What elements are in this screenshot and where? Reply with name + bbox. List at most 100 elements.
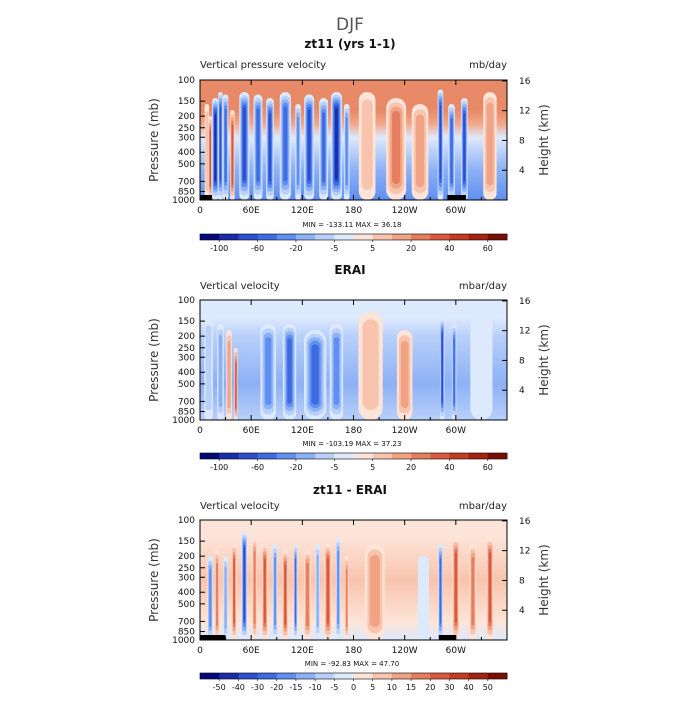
stats-text: MIN = -103.19 MAX = 37.23 bbox=[303, 440, 402, 448]
contour-band bbox=[283, 106, 288, 182]
x-tick-label: 0 bbox=[197, 646, 203, 656]
colorbar-frame bbox=[199, 233, 508, 241]
contour-band bbox=[471, 556, 475, 626]
x-tick-label: 0 bbox=[197, 426, 203, 436]
colorbar-label: -30 bbox=[251, 683, 264, 692]
contour-band bbox=[454, 552, 457, 623]
contour-band bbox=[214, 114, 217, 181]
colorbar-swatch bbox=[372, 453, 393, 459]
colorbar-swatch bbox=[449, 453, 470, 459]
colorbar-label: -5 bbox=[330, 244, 338, 253]
contour-band bbox=[450, 118, 453, 184]
colorbar-label: -100 bbox=[210, 463, 228, 472]
colorbar-label: -60 bbox=[251, 463, 264, 472]
x-tick-label: 60E bbox=[243, 206, 260, 216]
contour-field bbox=[200, 300, 507, 420]
contour-band bbox=[417, 556, 429, 640]
colorbar-swatch bbox=[238, 234, 258, 240]
colorbar-swatch bbox=[391, 453, 412, 459]
x-tick-label: 120W bbox=[392, 646, 418, 656]
contour-field bbox=[200, 80, 507, 200]
colorbar-swatch bbox=[315, 453, 335, 459]
contour-band bbox=[362, 319, 379, 410]
colorbar-swatch bbox=[487, 673, 508, 679]
x-tick-label: 180 bbox=[345, 646, 362, 656]
contour-band bbox=[486, 102, 494, 186]
x-tick-label: 180 bbox=[345, 426, 362, 436]
contour-band bbox=[205, 111, 209, 192]
contour-band bbox=[294, 558, 297, 624]
colorbar-label: -5 bbox=[330, 463, 338, 472]
colorbar-label: 40 bbox=[464, 683, 474, 692]
contour-band bbox=[227, 340, 231, 409]
contour-band bbox=[333, 336, 340, 406]
colorbar-swatch bbox=[353, 673, 374, 679]
colorbar-label: 5 bbox=[370, 244, 375, 253]
y-axis-title-right: Height (km) bbox=[537, 324, 551, 395]
colorbar-label: -40 bbox=[232, 683, 245, 692]
contour-band bbox=[253, 550, 256, 624]
contour-band bbox=[488, 552, 492, 623]
panel-variable-label: Vertical velocity bbox=[200, 281, 280, 292]
y-tick-label: 200 bbox=[178, 112, 195, 122]
colorbar-label: -20 bbox=[289, 463, 302, 472]
y-tick-label: 1000 bbox=[172, 636, 195, 646]
contour-field bbox=[200, 520, 507, 640]
y-tick-label: 700 bbox=[178, 177, 195, 187]
y-tick-label: 500 bbox=[178, 160, 195, 170]
contour-band bbox=[242, 107, 246, 181]
contour-band bbox=[439, 558, 442, 624]
contour-band bbox=[205, 325, 212, 411]
panel-variable-label: Vertical velocity bbox=[200, 501, 280, 512]
panel-units-label: mbar/day bbox=[459, 501, 507, 512]
stats-text: MIN = -133.11 MAX = 36.18 bbox=[303, 221, 402, 229]
y-tick-label: 100 bbox=[178, 76, 195, 86]
y-tick-label: 200 bbox=[178, 552, 195, 562]
colorbar-swatch bbox=[257, 234, 278, 240]
colorbar-swatch bbox=[449, 234, 470, 240]
figure-title: DJF bbox=[336, 15, 364, 35]
contour-band bbox=[243, 547, 246, 621]
y-tick-label: 1000 bbox=[172, 416, 195, 426]
contour-band bbox=[337, 550, 340, 624]
colorbar-swatch bbox=[315, 234, 335, 240]
y-axis-title: Pressure (mb) bbox=[147, 318, 161, 402]
topography-mask bbox=[200, 635, 226, 640]
colorbar-swatch bbox=[353, 453, 374, 459]
height-tick-label: 8 bbox=[519, 356, 525, 366]
x-tick-label: 60W bbox=[446, 646, 466, 656]
contour-band bbox=[219, 107, 222, 181]
contour-band bbox=[326, 558, 330, 624]
x-tick-label: 0 bbox=[197, 206, 203, 216]
x-tick-label: 120W bbox=[392, 426, 418, 436]
contour-band bbox=[345, 568, 348, 628]
colorbar-swatch bbox=[295, 453, 316, 459]
colorbar-label: -15 bbox=[289, 683, 302, 692]
contour-band bbox=[274, 556, 276, 626]
contour-band bbox=[345, 116, 348, 186]
colorbar-label: -100 bbox=[210, 244, 228, 253]
height-tick-label: 12 bbox=[519, 547, 530, 557]
colorbar-swatch bbox=[257, 453, 278, 459]
y-tick-label: 250 bbox=[178, 344, 195, 354]
contour-band bbox=[216, 562, 218, 627]
contour-band bbox=[224, 566, 227, 630]
contour-band bbox=[306, 562, 309, 627]
y-tick-label: 300 bbox=[178, 353, 195, 363]
contour-band bbox=[268, 113, 272, 182]
colorbar-swatch bbox=[238, 453, 258, 459]
colorbar-swatch bbox=[334, 673, 354, 679]
colorbar-label: 20 bbox=[406, 244, 416, 253]
height-tick-label: 12 bbox=[519, 107, 530, 117]
colorbar-swatch bbox=[430, 453, 450, 459]
height-tick-label: 12 bbox=[519, 327, 530, 337]
colorbar-swatch bbox=[449, 673, 470, 679]
y-tick-label: 150 bbox=[178, 97, 195, 107]
contour-band bbox=[439, 105, 442, 180]
colorbar-swatch bbox=[468, 234, 489, 240]
colorbar-swatch bbox=[430, 234, 450, 240]
height-tick-label: 4 bbox=[519, 386, 525, 396]
colorbar-swatch bbox=[295, 234, 316, 240]
chart-panel: zt11 (yrs 1-1) Vertical pressure velocity… bbox=[147, 37, 551, 253]
colorbar-swatch bbox=[372, 234, 393, 240]
